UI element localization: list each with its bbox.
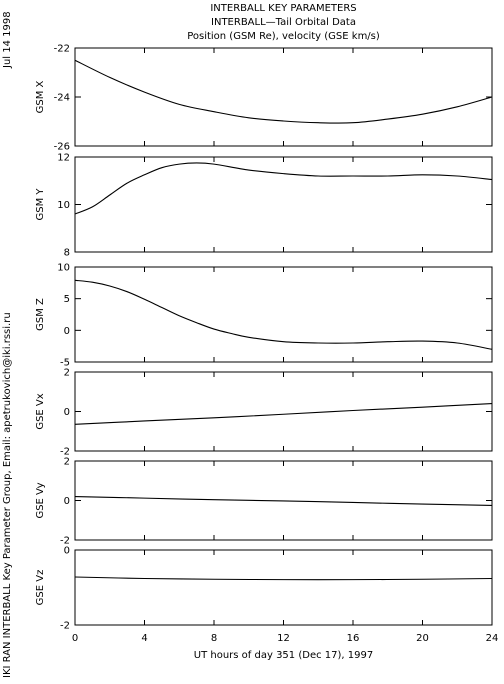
y-axis-label: GSE Vz: [35, 570, 46, 606]
x-tick-label: 4: [141, 633, 147, 644]
series-line: [74, 496, 493, 506]
panel-frame: [74, 371, 493, 452]
y-tick-label: 8: [64, 248, 70, 259]
y-tick-label: -2: [60, 621, 70, 632]
x-tick-label: 0: [72, 633, 78, 644]
series-line: [74, 576, 493, 581]
y-tick-label: 5: [64, 294, 70, 305]
y-tick-label: -24: [54, 93, 70, 104]
y-tick-label: 0: [64, 407, 70, 418]
y-tick-label: 0: [64, 546, 70, 557]
panel-frame: [74, 47, 493, 147]
x-tick-label: 20: [416, 633, 429, 644]
y-axis-label: GSM Y: [35, 188, 46, 221]
series-line: [74, 279, 493, 350]
y-tick-label: 10: [57, 263, 70, 274]
y-tick-label: -26: [54, 142, 70, 153]
panel-frame: [74, 156, 493, 253]
y-tick-label: 12: [57, 153, 70, 164]
y-tick-label: 0: [64, 326, 70, 337]
x-tick-label: 8: [211, 633, 217, 644]
chart-subtitle: INTERBALL—Tail Orbital Data: [211, 17, 356, 28]
x-tick-label: 24: [486, 633, 499, 644]
panel-frame: [74, 549, 493, 626]
x-tick-label: 12: [277, 633, 290, 644]
chart-title: INTERBALL KEY PARAMETERS: [210, 3, 357, 14]
y-axis-label: GSM X: [35, 80, 46, 113]
x-tick-label: 16: [347, 633, 360, 644]
y-axis-label: GSM Z: [35, 298, 46, 331]
y-tick-label: 10: [57, 200, 70, 211]
y-tick-label: -2: [60, 447, 70, 458]
y-axis-label: GSE Vy: [35, 482, 46, 518]
y-tick-label: 0: [64, 496, 70, 507]
y-tick-label: 2: [64, 457, 70, 468]
panel-frame: [74, 266, 493, 363]
x-axis-label: UT hours of day 351 (Dec 17), 1997: [194, 650, 373, 661]
series-line: [74, 59, 493, 124]
series-line: [74, 403, 493, 425]
y-tick-label: -2: [60, 536, 70, 547]
y-tick-label: -5: [60, 358, 70, 369]
y-tick-label: 2: [64, 368, 70, 379]
chart-description: Position (GSM Re), velocity (GSE km/s): [187, 31, 380, 42]
series-line: [74, 162, 493, 215]
y-tick-label: -22: [54, 44, 70, 55]
y-axis-label: GSE Vx: [35, 393, 46, 429]
